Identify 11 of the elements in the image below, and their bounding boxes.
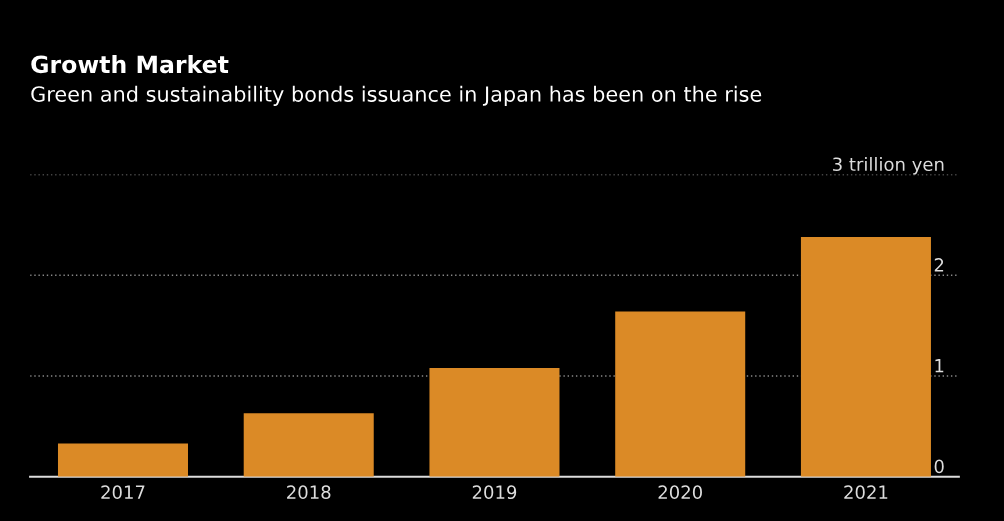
- y-tick-label: 1: [935, 359, 944, 373]
- x-tick-label: 2020: [658, 485, 702, 500]
- x-tick-label: 2018: [287, 485, 331, 500]
- x-tick-label: 2021: [844, 485, 888, 500]
- chart-title: Growth Market: [31, 55, 229, 74]
- x-tick-label: 2019: [472, 485, 517, 500]
- y-tick-label: 0: [934, 459, 944, 474]
- chart-subtitle: Green and sustainability bonds issuance in Japan has been on the rise: [31, 85, 762, 106]
- x-tick-label: 2017: [101, 485, 145, 500]
- y-tick-label: 2: [934, 258, 944, 272]
- y-tick-label: 3 trillion yen: [833, 157, 944, 175]
